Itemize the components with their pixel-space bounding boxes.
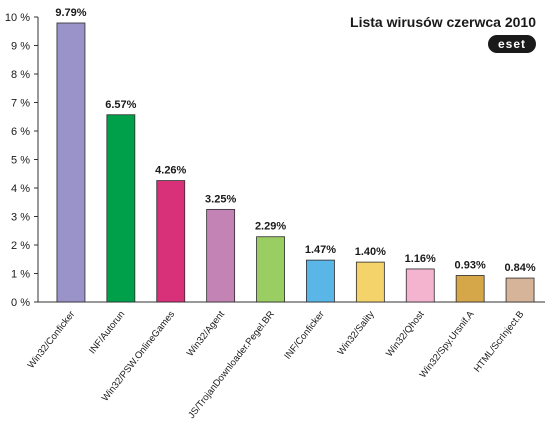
y-tick-label: 1 % [11, 269, 30, 281]
bars [56, 22, 535, 303]
bar [306, 259, 335, 303]
eset-logo: eset [488, 35, 536, 53]
y-tick-label: 2 % [11, 240, 30, 252]
bar [355, 261, 385, 303]
y-tick-label: 3 % [11, 212, 30, 224]
bar-value-label: 1.47% [305, 244, 336, 256]
bar [206, 208, 236, 303]
eset-logo-text: eset [498, 37, 526, 51]
y-tick-label: 8 % [11, 69, 30, 81]
bar [505, 277, 535, 303]
y-tick-label: 10 % [5, 12, 30, 24]
y-axis: 0 % 1 % 2 % 3 % 4 % 5 % 6 % 7 % 8 % 9 % 10 % [5, 12, 545, 309]
bar-value-label: 3.25% [205, 193, 236, 205]
bar-value-label: 0.84% [504, 262, 535, 274]
chart-title: Lista wirusów czerwca 2010 [350, 14, 536, 30]
bar [405, 268, 435, 303]
bar-value-label: 4.26% [155, 165, 186, 177]
x-category-label: JS/TrojanDownloader.Pegel.BR [186, 309, 277, 421]
bar [56, 22, 86, 303]
x-category-label: Win32/Qhost [384, 309, 427, 359]
bar-value-label: 2.29% [255, 221, 286, 233]
x-axis-labels: Win32/Conficker INF/AutorunWin32/PSW.Onli… [26, 309, 527, 421]
x-category-label: INF/Conficker [282, 309, 326, 362]
y-tick-label: 4 % [11, 183, 30, 195]
bar-value-label: 6.57% [105, 99, 136, 111]
x-category-label: INF/Autorun [87, 309, 127, 356]
y-tick-label: 9 % [11, 41, 30, 53]
y-tick-label: 5 % [11, 155, 30, 167]
value-labels: 9.79% 6.57% 4.26% 3.25% 2.29% 1.47% 1.40% 1.16%… [55, 7, 536, 274]
bar-value-label: 1.40% [355, 246, 386, 258]
x-category-label: Win32/Sality [336, 309, 377, 358]
x-category-label: Win32/Conficker [26, 309, 78, 371]
x-category-label: Win32/Spy.Ursnif.A [418, 309, 477, 381]
bar [106, 114, 136, 303]
bar-value-label: 0.93% [455, 259, 486, 271]
bar-value-label: 1.16% [405, 253, 436, 265]
x-category-label: Win32/Agent [185, 309, 227, 359]
bar [256, 236, 285, 303]
x-category-label: HTML/ScrInject.B [472, 309, 526, 374]
bar-value-label: 9.79% [55, 7, 86, 19]
bar [455, 275, 485, 303]
y-tick-label: 0 % [11, 297, 30, 309]
y-tick-label: 7 % [11, 98, 30, 110]
bar [156, 180, 186, 303]
y-tick-label: 6 % [11, 126, 30, 138]
